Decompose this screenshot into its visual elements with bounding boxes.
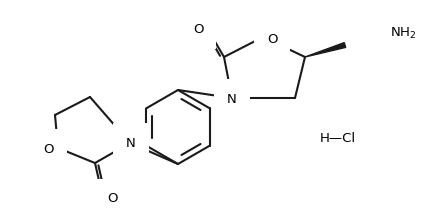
Text: H—Cl: H—Cl — [320, 131, 356, 144]
Polygon shape — [305, 43, 346, 57]
Text: O: O — [267, 32, 277, 45]
Text: NH$_2$: NH$_2$ — [390, 26, 416, 41]
Text: O: O — [107, 192, 117, 205]
Text: O: O — [193, 22, 203, 35]
Text: N: N — [126, 136, 136, 149]
Text: N: N — [227, 93, 237, 106]
Text: O: O — [44, 142, 54, 155]
